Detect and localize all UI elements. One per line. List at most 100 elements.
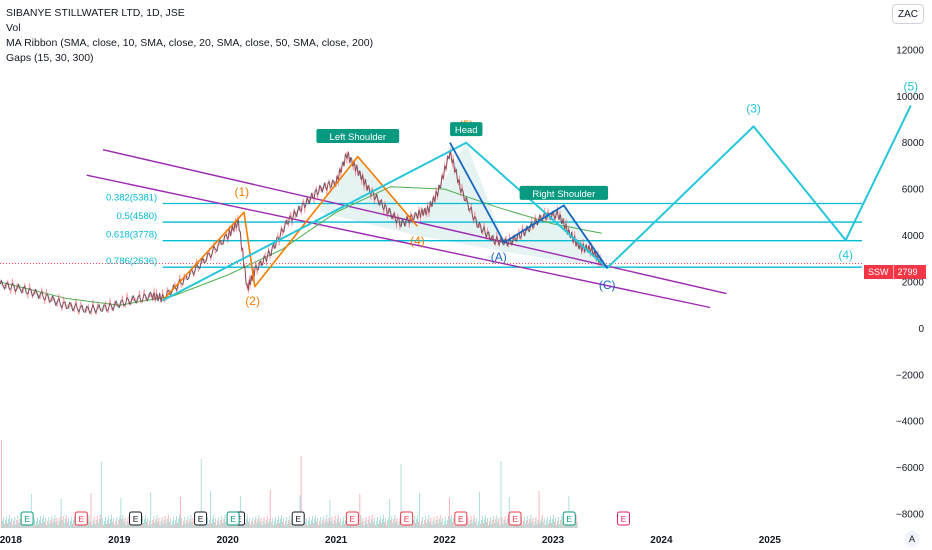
earnings-marker [226, 511, 240, 526]
volume-bar [36, 521, 37, 528]
earnings-marker-label: E [512, 514, 518, 524]
volume-bar [89, 522, 91, 528]
volume-bar [380, 516, 381, 528]
volume-bar [152, 520, 154, 528]
volume-bar [83, 524, 85, 528]
volume-bar [490, 517, 492, 528]
volume-bar [9, 515, 11, 528]
volume-bar [479, 524, 481, 528]
volume-bar [327, 522, 329, 528]
volume-bar [556, 525, 557, 528]
volume-bar [304, 522, 306, 528]
volume-bar [91, 525, 93, 528]
volume-bar [12, 525, 14, 528]
volume-bar [539, 523, 541, 528]
volume-bar [326, 515, 328, 528]
volume-bar [333, 520, 335, 528]
volume-bar [109, 523, 110, 528]
volume-bar [283, 518, 285, 528]
y-tick-label: −6000 [896, 463, 925, 474]
volume-bar [97, 523, 99, 528]
earnings-marker [616, 511, 630, 526]
volume-bar [160, 521, 162, 528]
volume-bar [207, 517, 208, 528]
volume-bar [183, 521, 185, 528]
wave-label: (A) [491, 250, 507, 264]
volume-bar [200, 459, 202, 528]
volume-bar [441, 518, 443, 528]
volume-indicator-label[interactable]: Vol [6, 22, 21, 34]
ma-ribbon-indicator-label[interactable]: MA Ribbon (SMA, close, 10, SMA, close, 2… [6, 37, 374, 49]
volume-bar [47, 521, 49, 528]
volume-bar [238, 525, 240, 528]
volume-bar [400, 464, 402, 528]
volume-bar [492, 520, 494, 528]
volume-bar [545, 521, 547, 528]
volume-bar [230, 524, 232, 528]
wave-label: (4) [838, 248, 853, 262]
volume-bar [227, 525, 229, 528]
volume-bar [547, 524, 549, 528]
gaps-indicator-label[interactable]: Gaps (15, 30, 300) [6, 52, 94, 64]
volume-bar [256, 523, 258, 528]
volume-bar [37, 517, 38, 528]
volume-bar [150, 492, 152, 528]
volume-bar [480, 520, 482, 528]
earnings-marker-label: E [78, 514, 84, 524]
volume-bar [193, 525, 195, 528]
volume-bar [363, 525, 365, 528]
currency-badge[interactable]: ZAC [892, 4, 924, 24]
earnings-marker-label: E [295, 514, 301, 524]
volume-bar [422, 517, 424, 528]
volume-bar [251, 521, 253, 528]
volume-bar [115, 521, 117, 528]
volume-bar [33, 518, 35, 528]
volume-bar [99, 515, 101, 528]
volume-bar [384, 522, 385, 528]
volume-bar [44, 522, 46, 528]
volume-bar [506, 519, 508, 528]
fib-level-label: 0.382(5381) [106, 192, 157, 203]
volume-bar [26, 524, 28, 528]
volume-bar [266, 516, 268, 528]
volume-bar [212, 519, 213, 528]
volume-bar [64, 519, 66, 528]
volume-bar [379, 520, 380, 528]
volume-bar [100, 462, 102, 528]
volume-bar [74, 516, 75, 528]
volume-bar [445, 524, 447, 528]
volume-bar [117, 524, 119, 528]
x-tick-label: 2022 [433, 535, 456, 546]
pattern-label-text: Right Shoulder [532, 189, 595, 200]
volume-bar [381, 523, 382, 528]
volume-bar [204, 525, 206, 528]
volume-bar [189, 519, 191, 528]
volume-bar [442, 525, 444, 528]
volume-bar [537, 520, 539, 528]
volume-bar [67, 518, 69, 528]
earnings-marker [291, 511, 305, 526]
volume-bar [51, 516, 53, 528]
volume-bar [322, 520, 324, 528]
volume-bar [13, 521, 15, 528]
auto-scale-button[interactable]: A [904, 531, 920, 547]
y-tick-label: −4000 [896, 417, 925, 428]
volume-bar [502, 524, 504, 528]
volume-bar [257, 519, 259, 528]
volume-bar [457, 524, 459, 528]
volume-bar [48, 517, 50, 528]
volume-bar [433, 517, 435, 528]
earnings-marker-label: E [404, 514, 410, 524]
head-shoulders-area [319, 142, 608, 269]
volume-bar [92, 521, 94, 528]
volume-bar [269, 490, 271, 528]
volume-bar [38, 524, 39, 528]
volume-bar [93, 517, 95, 528]
volume-bar [419, 493, 420, 528]
pattern-label-box [519, 185, 609, 200]
volume-bar [65, 515, 67, 528]
volume-bar [377, 524, 379, 528]
symbol-title[interactable]: SIBANYE STILLWATER LTD, 1D, JSE [6, 7, 185, 19]
volume-bar [248, 522, 249, 528]
